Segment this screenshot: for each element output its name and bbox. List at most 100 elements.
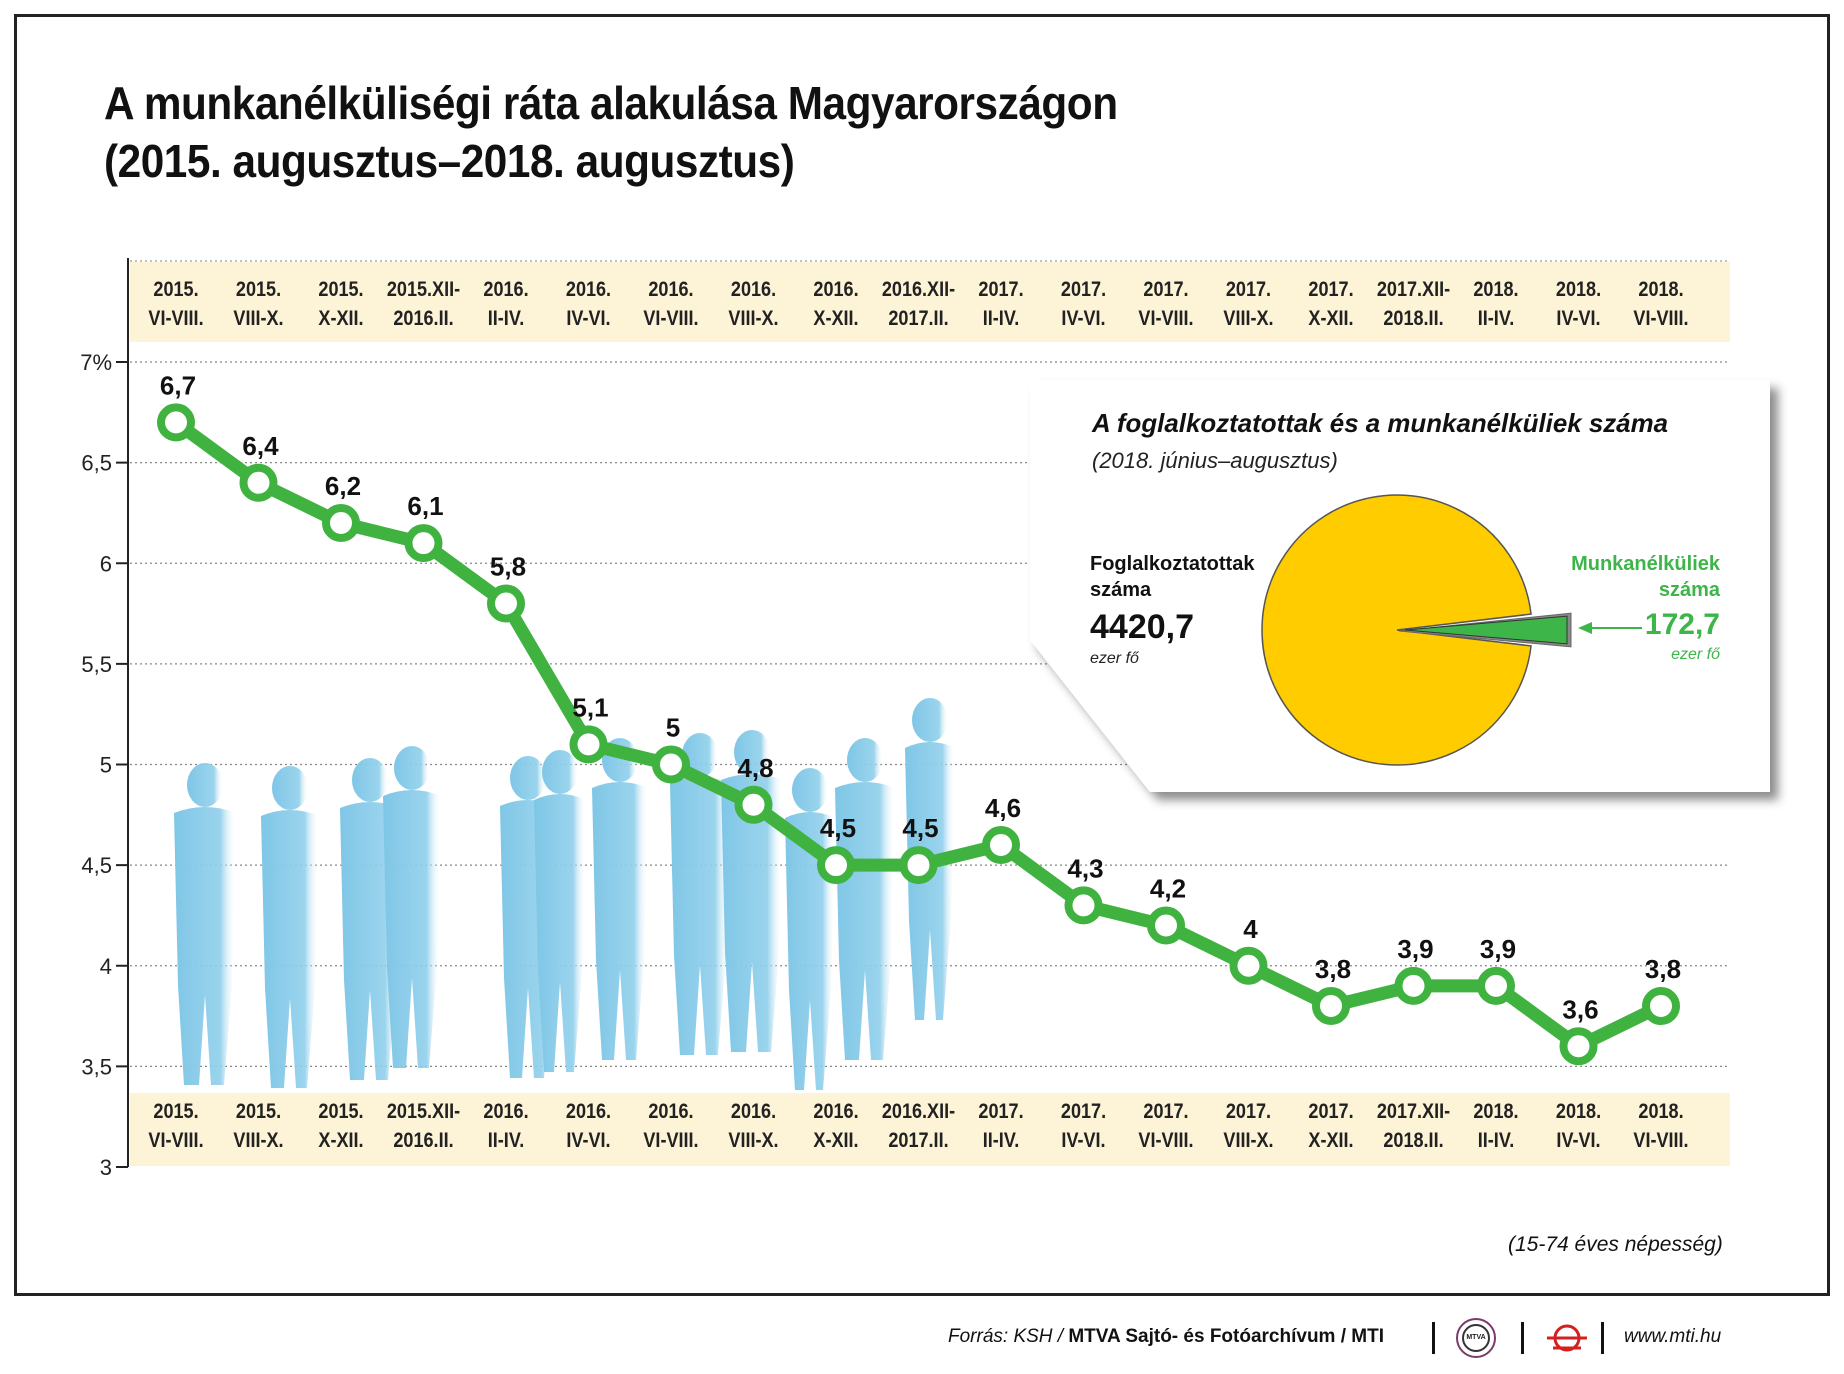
top-category-label: 2018. II-IV. xyxy=(1473,278,1518,331)
category-line-1: 2017. xyxy=(978,1100,1023,1124)
top-category-label: 2017. VIII-X. xyxy=(1223,278,1273,331)
category-line-2: VI-VIII. xyxy=(1633,1129,1688,1153)
data-point xyxy=(487,584,525,623)
data-label: 6,4 xyxy=(242,431,279,461)
unemployed-label: Munkanélküliek száma xyxy=(1571,553,1721,601)
category-line-1: 2017. xyxy=(1061,1100,1106,1124)
category-line-2: VI-VIII. xyxy=(1633,307,1688,331)
top-category-label: 2016. IV-VI. xyxy=(566,278,611,331)
data-label: 5,1 xyxy=(572,692,608,722)
bottom-category-label: 2018. IV-VI. xyxy=(1556,1100,1601,1153)
data-label: 4,8 xyxy=(737,753,773,783)
category-line-1: 2018. xyxy=(1473,278,1518,302)
data-point xyxy=(734,785,773,824)
unemployed-label-line-2: száma xyxy=(1659,579,1721,601)
category-line-1: 2016. xyxy=(648,278,693,302)
unemployed-unit: ezer fő xyxy=(1671,646,1721,663)
top-category-label: 2017. II-IV. xyxy=(978,278,1023,331)
person-silhouette xyxy=(835,738,895,1060)
employed-label-line-2: száma xyxy=(1090,579,1152,601)
data-point xyxy=(817,846,855,885)
pie-subtitle: (2018. június–augusztus) xyxy=(1092,448,1338,473)
data-point xyxy=(157,403,195,442)
y-tick-label: 7% xyxy=(80,350,112,375)
category-line-2: X-XII. xyxy=(1308,1129,1353,1153)
top-category-label: 2016. VI-VIII. xyxy=(643,278,698,331)
category-bands xyxy=(130,262,1730,1166)
source-credit: Forrás: KSH / MTVA Sajtó- és Fotóarchívu… xyxy=(948,1326,1384,1348)
person-body xyxy=(785,812,835,1090)
pie-inset: A foglalkoztatottak és a munkanélküliek … xyxy=(1030,380,1770,792)
data-point xyxy=(322,504,360,542)
category-line-1: 2015. xyxy=(236,1100,281,1124)
person-silhouette xyxy=(383,746,441,1068)
category-line-1: 2016. xyxy=(483,1100,528,1124)
unemployment-series: 6,7 6,4 6,2 6,1 5,8 5,1 5 4,8 4,5 4,5 4,6 4,3 4,2 4 3,… xyxy=(157,370,1681,1066)
y-tick-label: 5,5 xyxy=(81,652,112,677)
category-line-1: 2017.XII- xyxy=(1377,278,1450,302)
person-head xyxy=(187,763,223,807)
y-tick-label: 3,5 xyxy=(81,1054,112,1079)
category-line-2: II-IV. xyxy=(1478,307,1514,331)
person-head xyxy=(912,698,948,742)
bottom-category-label: 2015. VI-VIII. xyxy=(148,1100,203,1153)
top-category-label: 2016. X-XII. xyxy=(813,278,858,331)
category-line-1: 2016. xyxy=(813,1100,858,1124)
employed-value: 4420,7 xyxy=(1090,608,1194,646)
top-category-label: 2015. VI-VIII. xyxy=(148,278,203,331)
category-line-2: 2018.II. xyxy=(1383,307,1443,331)
bottom-category-label: 2018. VI-VIII. xyxy=(1633,1100,1688,1153)
category-line-1: 2016. xyxy=(648,1100,693,1124)
data-point xyxy=(1559,1027,1598,1066)
person-silhouette xyxy=(670,733,730,1055)
person-body xyxy=(835,782,895,1060)
data-label: 3,9 xyxy=(1480,934,1516,964)
bottom-category-label: 2016. II-IV. xyxy=(483,1100,528,1153)
data-point xyxy=(239,463,278,502)
person-head xyxy=(847,738,883,782)
separator xyxy=(1521,1322,1524,1354)
chart-title: A munkanélküliségi ráta alakulása Magyar… xyxy=(104,74,1118,190)
top-category-label: 2017. VI-VIII. xyxy=(1138,278,1193,331)
category-line-1: 2016. xyxy=(483,278,528,302)
category-line-2: IV-VI. xyxy=(1556,307,1600,331)
bottom-category-label: 2018. II-IV. xyxy=(1473,1100,1518,1153)
category-line-2: IV-VI. xyxy=(566,1129,610,1153)
category-line-1: 2017. xyxy=(1143,278,1188,302)
top-category-label: 2017.XII- 2018.II. xyxy=(1377,278,1450,331)
data-label: 4,5 xyxy=(902,813,938,843)
category-line-2: X-XII. xyxy=(813,1129,858,1153)
data-label: 3,8 xyxy=(1645,954,1681,984)
category-line-1: 2016. xyxy=(566,1100,611,1124)
category-line-2: VIII-X. xyxy=(1223,1129,1273,1153)
category-line-1: 2018. xyxy=(1556,278,1601,302)
person-body xyxy=(670,777,730,1055)
y-tick-label: 4 xyxy=(100,954,112,979)
y-tick-label: 3 xyxy=(100,1155,112,1180)
category-line-1: 2018. xyxy=(1473,1100,1518,1124)
category-line-2: VI-VIII. xyxy=(1138,307,1193,331)
top-category-label: 2016.XII- 2017.II. xyxy=(882,278,955,331)
person-body xyxy=(534,794,586,1072)
category-line-1: 2016. xyxy=(731,1100,776,1124)
y-tick-label: 6 xyxy=(100,551,112,576)
category-line-2: VIII-X. xyxy=(233,1129,283,1153)
separator xyxy=(1432,1322,1435,1354)
person-silhouette xyxy=(785,768,835,1090)
data-label: 6,1 xyxy=(407,491,443,521)
top-category-label: 2015. VIII-X. xyxy=(233,278,283,331)
data-point xyxy=(982,826,1020,864)
mtva-logo-icon: MTVA xyxy=(1456,1318,1496,1358)
bottom-category-label: 2016. VIII-X. xyxy=(728,1100,778,1153)
bottom-category-labels: 2015. VI-VIII.2015. VIII-X.2015. X-XII.2015… xyxy=(148,1100,1688,1153)
category-line-2: IV-VI. xyxy=(1061,307,1105,331)
y-tick-label: 5 xyxy=(100,753,112,778)
category-line-1: 2017. xyxy=(978,278,1023,302)
arrow-head-icon xyxy=(1578,622,1592,634)
source-agency: MTVA Sajtó- és Fotóarchívum / MTI xyxy=(1068,1326,1384,1347)
data-label: 6,2 xyxy=(325,471,361,501)
title-line-2: (2015. augusztus–2018. augusztus) xyxy=(104,135,795,187)
pie-title: A foglalkoztatottak és a munkanélküliek … xyxy=(1091,408,1668,438)
category-line-2: IV-VI. xyxy=(1556,1129,1600,1153)
employed-label-line-1: Foglalkoztatottak xyxy=(1090,553,1255,575)
